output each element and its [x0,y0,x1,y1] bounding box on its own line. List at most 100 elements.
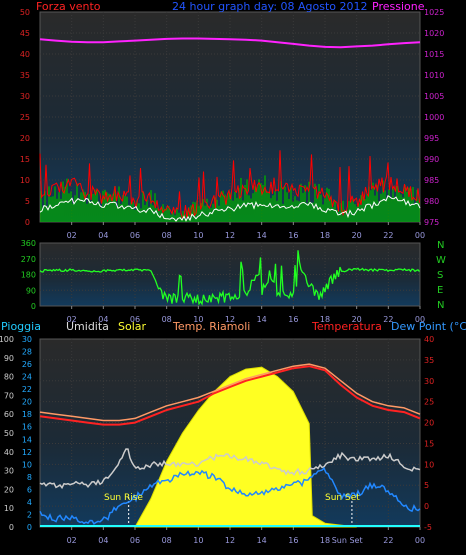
wind-ytick-label: 40 [20,50,30,59]
legend-dew-point: Dew Point (°C) [391,320,466,333]
wind-ytick-label: 50 [20,8,30,17]
wind-ytick-label: 0 [25,218,30,227]
legend-temperatura: Temperatura [312,320,382,333]
wind-speed-line [39,150,420,219]
temp-ytick-label: 30 [424,377,434,386]
wind-panel-xtick-label: 08 [162,231,172,240]
wind-panel-xtick-label: 02 [67,231,77,240]
humidity-ytick-label: 12 [22,448,32,457]
temp-riamoli-line [39,363,421,422]
rain-ytick-label: 90 [4,354,14,363]
rain-ytick-label: 0 [9,523,14,532]
pressure-ytick-label: 1000 [424,113,444,122]
temperature-line [39,365,421,426]
direction-panel-xtick-label: 22 [383,315,393,324]
legend-temp-riamoli: Temp. Riamoli [173,320,251,333]
temp-panel-xtick-label: 16 [288,536,298,545]
humidity-line [39,448,421,490]
temp-panel-xtick-label: 10 [193,536,203,545]
rain-ytick-label: 60 [4,410,14,419]
temp-panel-xtick-label: 12 [225,536,235,545]
pressure-ytick-label: 990 [424,155,439,164]
pressure-ytick-label: 975 [424,218,439,227]
pressure-ytick-label: 1025 [424,8,444,17]
sun-set-label: Sun Set [325,493,360,503]
wind-panel-xtick-label: 20 [352,231,362,240]
direction-panel-xtick-label: 14 [257,315,267,324]
wind-panel-xtick-label: 00 [415,231,425,240]
rain-ytick-label: 50 [4,429,14,438]
temp-panel-xtick-label: 08 [162,536,172,545]
direction-panel-xtick-label: 08 [162,315,172,324]
humidity-ytick-label: 16 [22,423,32,432]
direction-ytick-label: 0 [31,302,36,311]
temp-panel-xtick-label: 18 [320,536,330,545]
direction-ytick-label: 180 [21,271,36,280]
temp-ytick-label: 20 [424,419,434,428]
wind-ytick-label: 30 [20,92,30,101]
wind-average-line [39,195,421,222]
direction-panel-xtick-label: 10 [193,315,203,324]
wind-panel-xtick-label: 18 [320,231,330,240]
rain-ytick-label: 100 [0,335,14,344]
direction-panel-xtick-label: 06 [130,315,140,324]
wind-ytick-label: 10 [20,176,30,185]
rain-ytick-label: 20 [4,485,14,494]
wind-panel-xtick-label: 14 [257,231,267,240]
humidity-ytick-label: 2 [27,510,32,519]
wind-panel-xtick-label: 06 [130,231,140,240]
humidity-ytick-label: 6 [27,485,32,494]
sun-rise-label: Sun Rise [104,493,143,503]
dew-point-line [39,466,421,525]
solar-area [134,366,357,528]
graph-title: 24 hour graph day: 08 Agosto 2012 [172,0,368,13]
direction-panel-xtick-label: 18 [320,315,330,324]
humidity-ytick-label: 8 [27,473,32,482]
rain-ytick-label: 80 [4,373,14,382]
rain-ytick-label: 10 [4,504,14,513]
wind-axis-title: Forza vento [36,0,101,13]
wind-ytick-label: 5 [25,197,30,206]
humidity-ytick-label: 14 [22,435,32,444]
humidity-ytick-label: 22 [22,385,32,394]
temp-panel-xtick-label: 22 [383,536,393,545]
wind-panel-xtick-label: 22 [383,231,393,240]
pressure-ytick-label: 1010 [424,71,444,80]
temp-ytick-label: 40 [424,335,434,344]
temp-ytick-label: 5 [424,481,429,490]
humidity-ytick-label: 28 [22,348,32,357]
dir-label-n1: N [437,240,445,251]
temp-ytick-label: 0 [424,502,429,511]
pressure-ytick-label: 1005 [424,92,444,101]
humidity-ytick-label: 20 [22,398,32,407]
wind-ytick-label: 15 [20,155,30,164]
rain-ytick-label: 30 [4,467,14,476]
wind-panel-xtick-label: 12 [225,231,235,240]
temp-panel-xtick-label: 02 [67,536,77,545]
legend-umidita: Umidita [66,320,109,333]
temp-panel-xtick-label: 00 [415,536,425,545]
pressure-axis-title: Pressione [372,0,425,13]
direction-ytick-label: 270 [21,255,36,264]
humidity-ytick-label: 30 [22,335,32,344]
dir-label-s: S [437,270,444,281]
direction-panel-xtick-label: 20 [352,315,362,324]
legend-solar: Solar [118,320,147,333]
temp-ytick-label: 15 [424,439,434,448]
wind-ytick-label: 20 [20,134,30,143]
dir-label-w: W [436,255,446,266]
rain-ytick-label: 40 [4,448,14,457]
temp-ytick-label: 25 [424,398,434,407]
dir-label-n2: N [437,300,445,311]
direction-panel-xtick-label: 12 [225,315,235,324]
dir-label-e: E [437,285,444,296]
temp-panel-xtick-sunset: Sun Set [332,536,363,545]
legend-pioggia: Pioggia [1,320,41,333]
humidity-ytick-label: 26 [22,360,32,369]
direction-panel-xtick-label: 02 [67,315,77,324]
pressure-ytick-label: 985 [424,176,439,185]
pressure-line [39,37,421,49]
direction-panel-xtick-label: 04 [98,315,108,324]
humidity-ytick-label: 0 [27,523,32,532]
